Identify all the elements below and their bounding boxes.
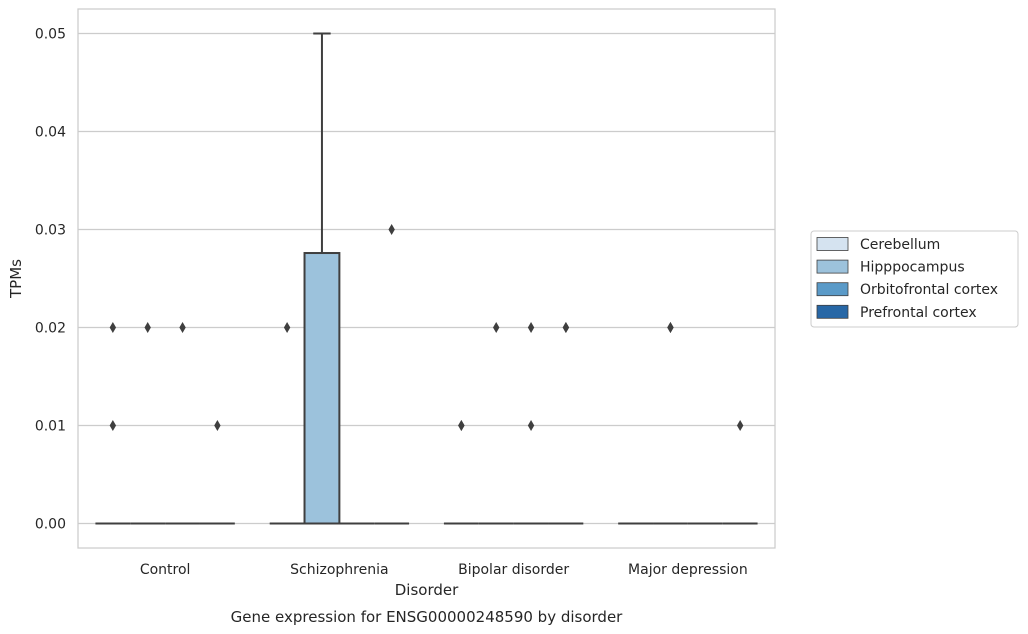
y-tick-label: 0.02 — [35, 321, 66, 337]
box-body — [303, 252, 341, 525]
box-prefrontal-cortex — [199, 420, 235, 525]
y-axis-label: TPMs — [7, 259, 25, 299]
legend-swatch — [816, 304, 849, 319]
box-cerebellum — [443, 420, 479, 525]
boxes-layer — [95, 32, 758, 525]
legend-label: Hipppocampus — [860, 260, 965, 276]
x-tick-label: Schizophrenia — [290, 562, 388, 578]
outlier-point — [667, 322, 674, 333]
outlier-point — [109, 322, 117, 333]
outlier-point — [527, 420, 535, 431]
outlier-point — [458, 420, 465, 431]
y-tick-labels: 0.00 0.01 0.02 0.03 0.04 0.05 — [35, 27, 66, 533]
outlier-point — [493, 322, 500, 333]
outlier-point — [109, 420, 117, 431]
box-prefrontal-cortex — [374, 224, 410, 525]
outlier-point — [562, 322, 570, 333]
legend-label: Cerebellum — [860, 237, 940, 253]
box-prefrontal-cortex — [548, 322, 584, 525]
y-tick-label: 0.00 — [35, 517, 66, 533]
plot-frame — [77, 8, 776, 549]
box-hipppocampus — [130, 322, 166, 525]
box-orbitofrontal-cortex — [165, 322, 200, 525]
box-hipppocampus — [478, 322, 514, 525]
outlier-point — [144, 322, 151, 333]
legend: Cerebellum Hipppocampus Orbitofrontal cort… — [810, 230, 1019, 328]
legend-swatch — [816, 259, 849, 274]
y-tick-label: 0.03 — [35, 223, 66, 239]
x-tick-label: Bipolar disorder — [458, 562, 569, 578]
box-cerebellum — [269, 322, 305, 525]
y-tick-label: 0.01 — [35, 419, 66, 435]
outlier-point — [214, 420, 221, 431]
legend-label: Orbitofrontal cortex — [860, 282, 998, 298]
legend-swatch — [816, 282, 849, 297]
x-axis-label: Disorder — [395, 581, 459, 599]
x-tick-labels: Control Schizophrenia Bipolar disorder Majo… — [140, 562, 748, 578]
x-tick-label: Major depression — [628, 562, 748, 578]
outlier-point — [179, 322, 186, 333]
legend-swatch — [816, 237, 849, 251]
box-cerebellum — [95, 322, 131, 525]
x-tick-label: Control — [140, 562, 191, 578]
legend-frame — [810, 230, 1019, 328]
outlier-point — [388, 224, 395, 235]
box-hipppocampus — [303, 32, 341, 525]
outlier-point — [527, 322, 535, 333]
legend-label: Prefrontal cortex — [860, 305, 977, 321]
y-tick-label: 0.04 — [35, 125, 66, 141]
box-prefrontal-cortex — [722, 420, 758, 525]
y-tick-label: 0.05 — [35, 27, 66, 43]
outlier-point — [283, 322, 291, 333]
chart-caption: Gene expression for ENSG00000248590 by d… — [231, 608, 624, 626]
outlier-point — [736, 420, 744, 431]
box-hipppocampus — [653, 322, 688, 525]
box-orbitofrontal-cortex — [513, 322, 549, 525]
